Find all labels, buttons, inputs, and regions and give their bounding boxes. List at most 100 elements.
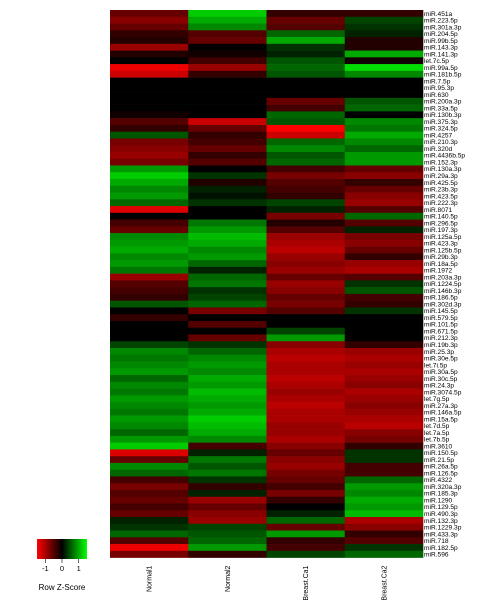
- heatmap-cell: [266, 91, 346, 99]
- heatmap-cell: [266, 320, 346, 329]
- heatmap-cell: [188, 483, 267, 491]
- heatmap-cell: [188, 43, 267, 51]
- row-label: miR.4322: [424, 477, 453, 484]
- heatmap-cell: [110, 287, 189, 295]
- heatmap-cell: [344, 219, 424, 227]
- heatmap-cell: [266, 327, 346, 335]
- row-label: miR.18a.5p: [424, 261, 458, 268]
- heatmap-cell: [110, 462, 189, 470]
- heatmap-cell: [266, 118, 346, 126]
- heatmap-cell: [110, 16, 189, 24]
- heatmap-cell: [110, 212, 189, 220]
- heatmap-cell: [188, 361, 267, 369]
- heatmap-cell: [266, 341, 346, 349]
- heatmap-cell: [266, 293, 346, 301]
- heatmap-cell: [344, 307, 424, 315]
- heatmap-cell: [344, 233, 424, 241]
- heatmap-cell: [266, 165, 346, 173]
- row-label: miR.145.5p: [424, 308, 458, 315]
- heatmap-cell: [110, 185, 189, 193]
- row-label: miR.197.3p: [424, 227, 458, 234]
- heatmap-cell: [344, 266, 424, 274]
- heatmap-cell: [110, 43, 189, 51]
- heatmap-cell: [344, 435, 424, 443]
- heatmap-cell: [188, 64, 267, 72]
- row-label: miR.146a.5p: [424, 410, 462, 417]
- row-label: miR.15a.5p: [424, 416, 458, 423]
- heatmap-cell: [344, 327, 424, 335]
- heatmap-cell: [188, 246, 267, 254]
- heatmap-cell: [110, 327, 189, 335]
- legend-color-bar: [37, 539, 87, 559]
- heatmap-cell: [188, 219, 267, 227]
- heatmap-cell: [266, 287, 346, 295]
- heatmap-cell: [266, 503, 346, 511]
- row-label: miR.140.5p: [424, 214, 458, 221]
- heatmap-cell: [110, 124, 189, 132]
- heatmap-cell: [110, 64, 189, 72]
- heatmap-cell: [188, 320, 267, 329]
- heatmap-cell: [110, 523, 189, 531]
- heatmap-cell: [110, 300, 189, 308]
- heatmap-cell: [188, 206, 267, 214]
- heatmap-cell: [266, 422, 346, 430]
- heatmap-cell: [110, 246, 189, 254]
- heatmap-cell: [266, 16, 346, 24]
- legend-tick-label: -1: [42, 564, 49, 573]
- heatmap-cell: [344, 70, 424, 78]
- heatmap-cell: [266, 544, 346, 552]
- heatmap-cell: [188, 77, 267, 85]
- heatmap-cell: [344, 361, 424, 369]
- heatmap-cell: [110, 544, 189, 552]
- heatmap-cell: [110, 550, 189, 558]
- heatmap-cell: [110, 172, 189, 180]
- heatmap-cell: [188, 91, 267, 99]
- heatmap-cell: [266, 361, 346, 369]
- heatmap-cell: [110, 483, 189, 491]
- heatmap-cell: [110, 219, 189, 227]
- heatmap-cell: [344, 118, 424, 126]
- heatmap-cell: [266, 530, 346, 538]
- heatmap-cell: [188, 544, 267, 552]
- heatmap-cell: [110, 23, 189, 31]
- heatmap-cell: [188, 489, 267, 498]
- heatmap-cell: [188, 402, 267, 410]
- heatmap-cell: [110, 449, 189, 457]
- heatmap-cell: [344, 43, 424, 51]
- heatmap-cell: [266, 219, 346, 227]
- heatmap-cell: [110, 91, 189, 99]
- heatmap-cell: [344, 550, 424, 558]
- heatmap-cell: [110, 111, 189, 119]
- heatmap-cell: [188, 23, 267, 31]
- heatmap-cell: [188, 138, 267, 146]
- heatmap-cell: [188, 280, 267, 288]
- heatmap-cell: [266, 550, 346, 558]
- heatmap-cell: [188, 192, 267, 200]
- heatmap-cell: [266, 334, 346, 342]
- heatmap-cell: [266, 260, 346, 268]
- heatmap-cell: [266, 23, 346, 31]
- heatmap-cell: [110, 456, 189, 464]
- heatmap-cell: [188, 16, 267, 24]
- heatmap-cell: [344, 138, 424, 146]
- row-label: let.7c.5p: [424, 58, 449, 65]
- heatmap-cell: [188, 37, 267, 45]
- heatmap-cell: [110, 273, 189, 281]
- row-label: miR.433.3p: [424, 531, 458, 538]
- heatmap-cell: [266, 496, 346, 504]
- heatmap-cell: [344, 530, 424, 538]
- heatmap-cell: [344, 375, 424, 383]
- heatmap-cell: [266, 239, 346, 247]
- row-label: miR.182.5p: [424, 545, 458, 552]
- heatmap-cell: [188, 354, 267, 362]
- heatmap-cell: [110, 415, 189, 423]
- legend-tick-label: 0: [60, 564, 64, 573]
- heatmap-cell: [266, 462, 346, 470]
- heatmap-cell: [110, 151, 189, 160]
- row-label: miR.143.3p: [424, 45, 458, 52]
- heatmap-cell: [188, 503, 267, 511]
- heatmap-cell: [188, 151, 267, 160]
- row-label: miR.29a.3p: [424, 173, 458, 180]
- heatmap-cell: [188, 212, 267, 220]
- heatmap-cell: [344, 510, 424, 518]
